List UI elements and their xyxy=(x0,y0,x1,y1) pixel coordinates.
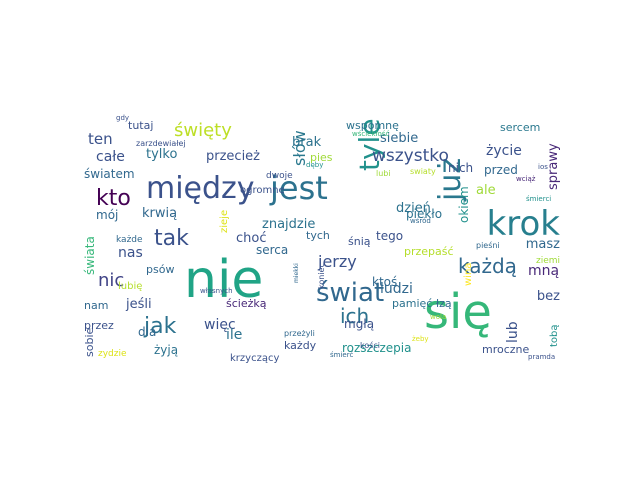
cloud-word: siebie xyxy=(380,131,419,146)
cloud-word: ziemi xyxy=(535,256,560,266)
cloud-word: piekło xyxy=(406,207,443,221)
cloud-word: wina xyxy=(463,262,474,286)
cloud-word: jeśli xyxy=(126,297,152,312)
cloud-word: tego xyxy=(376,229,404,243)
cloud-word: ogromne xyxy=(240,185,285,196)
cloud-word: przez xyxy=(84,319,114,332)
cloud-word: tak xyxy=(154,226,189,251)
cloud-word: krzyczący xyxy=(230,353,280,364)
cloud-word: tutaj xyxy=(128,119,154,132)
cloud-word: kości xyxy=(360,341,381,350)
cloud-word: ktoś xyxy=(372,275,398,289)
cloud-word: wola xyxy=(430,313,447,321)
cloud-word: serca xyxy=(256,243,289,257)
cloud-word: wspomnę xyxy=(346,119,399,132)
cloud-word: gdy xyxy=(116,114,130,122)
cloud-word: jak xyxy=(144,314,177,339)
cloud-word: dęby xyxy=(306,161,324,169)
cloud-word: sprawy xyxy=(546,143,561,190)
cloud-word: miekki xyxy=(293,263,300,283)
cloud-word: krwią xyxy=(142,206,178,221)
cloud-word: tobą xyxy=(549,324,560,347)
cloud-word: pamięć xyxy=(392,297,433,310)
cloud-word: jest xyxy=(270,169,328,207)
cloud-word: brak xyxy=(292,135,322,150)
cloud-word: zieje xyxy=(219,209,230,233)
cloud-word: przepaść xyxy=(404,245,454,258)
cloud-word: nas xyxy=(118,245,143,261)
cloud-word: łzą xyxy=(436,297,452,310)
cloud-word: wściekłość xyxy=(352,130,390,138)
cloud-word: sercem xyxy=(500,121,541,134)
cloud-word: wszystko xyxy=(372,146,449,166)
cloud-word: śnią xyxy=(348,235,371,248)
cloud-word: więc xyxy=(204,317,236,333)
cloud-word: mną xyxy=(528,263,560,279)
cloud-word: dla xyxy=(138,325,157,339)
cloud-word: choć xyxy=(236,231,267,246)
cloud-word: między xyxy=(146,171,255,206)
cloud-word: psów xyxy=(146,263,175,276)
cloud-word: sobie xyxy=(83,327,96,357)
cloud-word: życie xyxy=(486,143,522,159)
word-cloud: nie się krok jest między już tyle świat kto tak ja… xyxy=(80,112,561,370)
cloud-word: koniec xyxy=(317,263,326,289)
cloud-word: dzień xyxy=(396,201,431,216)
cloud-word: okiem xyxy=(457,186,471,223)
cloud-word: każde xyxy=(116,235,143,245)
cloud-word: święty xyxy=(174,120,232,141)
cloud-word: pies xyxy=(310,151,333,164)
cloud-word: zarzdewiałej xyxy=(136,139,186,148)
cloud-word: świata xyxy=(83,236,97,275)
cloud-word: wciąż xyxy=(516,175,536,183)
cloud-word: rozszczepia xyxy=(342,341,412,355)
cloud-word: ios xyxy=(538,163,548,171)
cloud-word: ludzi xyxy=(380,281,413,297)
cloud-word: nich xyxy=(448,161,474,175)
cloud-word: całe xyxy=(96,149,125,165)
cloud-word: się xyxy=(424,284,492,340)
cloud-word: każdy xyxy=(284,339,317,352)
cloud-word: masz xyxy=(525,237,560,252)
cloud-word: nam xyxy=(84,299,109,312)
cloud-word: lub xyxy=(505,321,521,343)
cloud-word: swiaty xyxy=(410,167,436,176)
cloud-word: ten xyxy=(88,130,113,148)
cloud-word: pramda xyxy=(528,353,556,361)
cloud-word: żeby xyxy=(412,335,429,343)
cloud-word: ile xyxy=(226,327,243,343)
cloud-word: śmierć xyxy=(330,351,354,359)
cloud-word: lubię xyxy=(118,281,143,292)
cloud-word: krok xyxy=(486,204,560,244)
cloud-word: śmierci xyxy=(526,195,552,203)
cloud-word: przeżyli xyxy=(284,329,315,338)
cloud-word: zydzie xyxy=(98,349,127,359)
cloud-word: mroczne xyxy=(482,343,530,356)
cloud-word: wśród xyxy=(410,217,431,225)
cloud-word: bez xyxy=(536,289,560,304)
cloud-word: znajdzie xyxy=(262,217,316,232)
cloud-word: światem xyxy=(84,167,135,181)
cloud-word: przed xyxy=(484,163,518,177)
cloud-word: pieśni xyxy=(476,241,500,250)
cloud-word: dwoje xyxy=(266,171,293,181)
cloud-word: tych xyxy=(306,229,330,242)
cloud-word: świat xyxy=(316,278,385,308)
cloud-word: nic xyxy=(98,270,125,291)
cloud-word: ale xyxy=(476,183,496,198)
cloud-word: przecież xyxy=(206,149,260,164)
cloud-word: mgłą xyxy=(344,317,375,331)
cloud-word: ścieżką xyxy=(226,297,267,310)
cloud-word: żyją xyxy=(154,343,179,357)
cloud-word: kto xyxy=(96,186,131,211)
cloud-word: nie xyxy=(184,250,264,310)
cloud-word: każdą xyxy=(458,254,517,278)
cloud-word: mój xyxy=(96,208,119,222)
cloud-word: własnych xyxy=(200,287,233,295)
cloud-word: ich xyxy=(340,304,370,328)
cloud-word: lubi xyxy=(376,169,391,178)
cloud-word: tylko xyxy=(146,147,178,162)
cloud-word: jerzy xyxy=(318,252,357,271)
